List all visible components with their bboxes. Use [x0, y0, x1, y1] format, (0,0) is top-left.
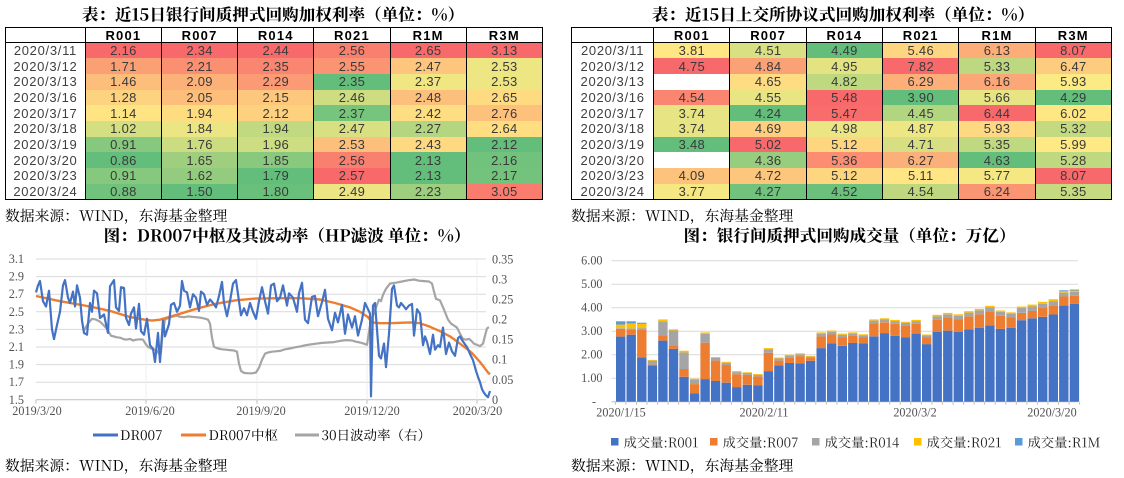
svg-text:1.7: 1.7 [9, 375, 24, 389]
svg-text:2.7: 2.7 [9, 287, 24, 301]
svg-text:1.5: 1.5 [9, 393, 24, 407]
svg-text:0.35: 0.35 [492, 253, 513, 267]
svg-text:5.00: 5.00 [581, 277, 602, 291]
svg-text:4.00: 4.00 [581, 301, 602, 315]
svg-text:2.9: 2.9 [9, 270, 24, 284]
svg-text:0.15: 0.15 [492, 333, 513, 347]
svg-text:0.3: 0.3 [492, 273, 507, 287]
svg-text:0: 0 [492, 393, 498, 407]
svg-text:2.5: 2.5 [9, 305, 24, 319]
svg-text:1.9: 1.9 [9, 358, 24, 372]
svg-text:0.25: 0.25 [492, 293, 513, 307]
svg-text:2.3: 2.3 [9, 322, 24, 336]
svg-text:2020/3/20: 2020/3/20 [453, 404, 502, 418]
svg-text:2019/12/20: 2019/12/20 [344, 404, 400, 418]
svg-text:0.2: 0.2 [492, 313, 507, 327]
svg-text:2019/6/20: 2019/6/20 [125, 404, 174, 418]
svg-text:2.1: 2.1 [9, 340, 24, 354]
svg-text:-: - [592, 395, 596, 409]
svg-text:1.00: 1.00 [581, 371, 602, 385]
svg-text:6.00: 6.00 [581, 254, 602, 268]
svg-text:3.1: 3.1 [9, 252, 24, 266]
svg-text:2020/2/11: 2020/2/11 [740, 406, 789, 420]
svg-text:2020/3/20: 2020/3/20 [1027, 406, 1076, 420]
svg-text:3.00: 3.00 [581, 324, 602, 338]
svg-text:2020/3/2: 2020/3/2 [893, 406, 936, 420]
svg-text:0.05: 0.05 [492, 373, 513, 387]
svg-text:2019/9/20: 2019/9/20 [236, 404, 285, 418]
svg-text:2020/1/15: 2020/1/15 [596, 406, 645, 420]
svg-text:0.1: 0.1 [492, 353, 507, 367]
svg-text:2.00: 2.00 [581, 348, 602, 362]
svg-text:2019/3/20: 2019/3/20 [12, 404, 61, 418]
